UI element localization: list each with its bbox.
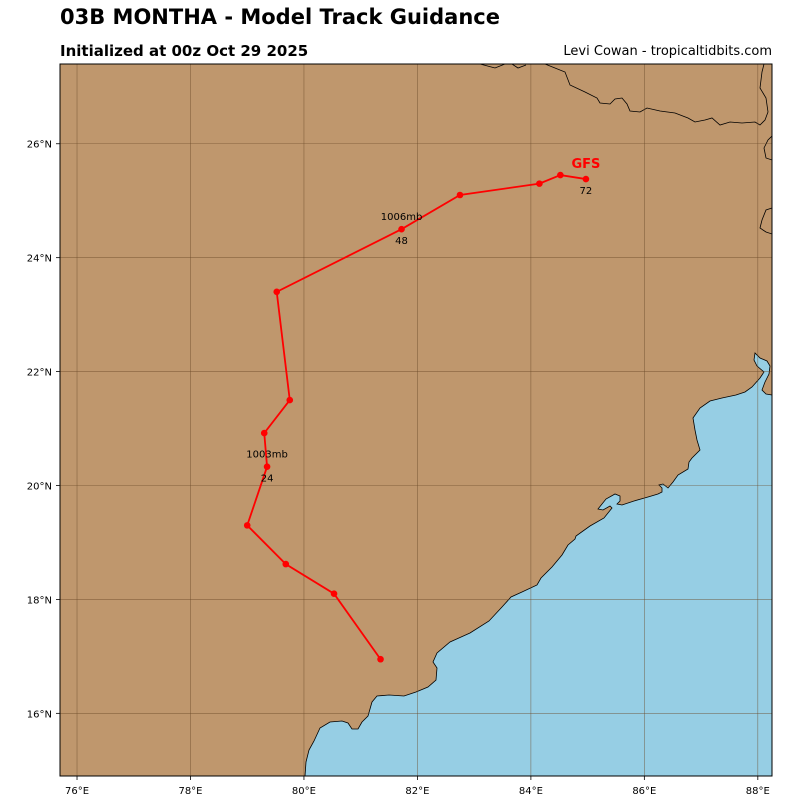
y-tick-label: 22°N (27, 368, 52, 379)
forecast-hour-label: 24 (261, 474, 274, 485)
y-tick-label: 20°N (27, 482, 52, 493)
x-tick-label: 82°E (405, 786, 429, 797)
x-tick-label: 84°E (519, 786, 543, 797)
track-point (263, 463, 271, 471)
track-point (398, 225, 405, 233)
credit-text: Levi Cowan - tropicaltidbits.com (563, 44, 772, 59)
pressure-label: 1003mb (246, 450, 288, 461)
x-tick-label: 86°E (632, 786, 656, 797)
coastline-east-2 (759, 207, 772, 235)
track-point (582, 175, 590, 183)
coastline-north (479, 64, 769, 126)
chart-title: 03B MONTHA - Model Track Guidance (60, 5, 500, 29)
x-tick-label: 80°E (292, 786, 316, 797)
track-point (330, 590, 338, 598)
track-point (536, 180, 543, 187)
lat-lon-grid (60, 64, 772, 776)
ocean-area (304, 352, 772, 776)
axis-ticks: 76°E 78°E 80°E 82°E 84°E 86°E 88°E 16°N 18°N 20°N… (27, 140, 770, 797)
track-point (377, 655, 384, 663)
model-label: GFS (571, 157, 600, 172)
track-point (456, 191, 464, 199)
track-point (243, 522, 251, 529)
x-tick-label: 78°E (178, 786, 202, 797)
track-point (273, 288, 281, 296)
track-point (282, 560, 290, 568)
forecast-hour-label: 48 (395, 236, 408, 247)
map-frame (59, 63, 773, 777)
pressure-label: 1006mb (381, 212, 423, 223)
y-tick-label: 24°N (27, 254, 52, 265)
coastline-east-1 (763, 135, 772, 161)
y-tick-label: 16°N (27, 709, 52, 720)
gfs-track: 24 1003mb 48 1006mb 72 GFS (243, 157, 600, 663)
x-tick-label: 76°E (65, 786, 89, 797)
track-point (286, 396, 294, 404)
y-tick-label: 26°N (27, 140, 52, 151)
x-tick-label: 88°E (746, 786, 770, 797)
initialization-time: Initialized at 00z Oct 29 2025 (60, 42, 309, 60)
y-tick-label: 18°N (27, 595, 52, 606)
forecast-hour-label: 72 (580, 186, 593, 197)
track-point (260, 429, 268, 437)
track-point (557, 171, 564, 179)
